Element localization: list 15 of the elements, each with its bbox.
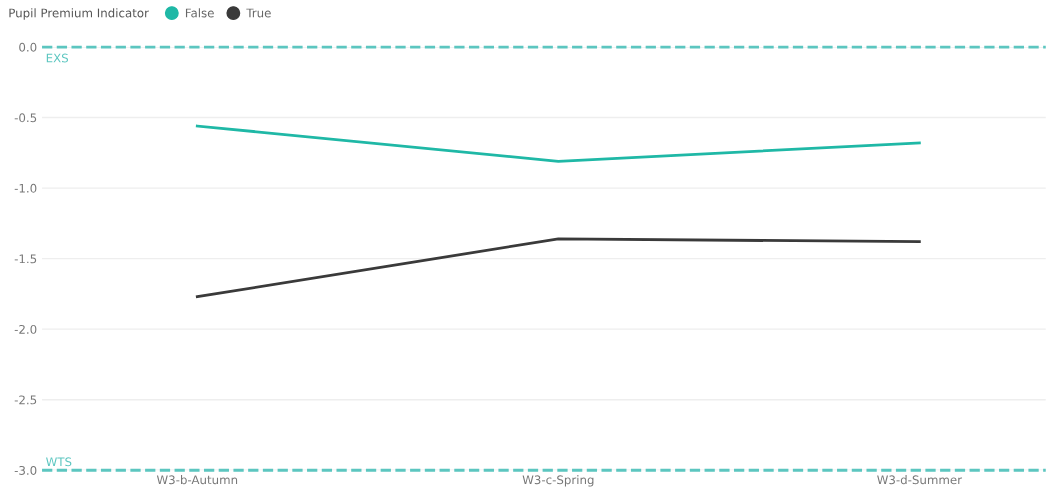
ref-line-label: EXS [46,53,69,63]
legend-title: Pupil Premium Indicator [9,8,149,20]
y-tick-label: 0.0 [19,42,37,52]
legend-label: False [185,8,214,18]
x-tick-label: W3-c-Spring [522,475,594,487]
y-tick-label: -1.5 [14,254,37,264]
ref-line-label: WTS [46,457,72,467]
x-tick-label: W3-d-Summer [877,475,963,485]
y-tick-label: -3.0 [14,465,37,475]
y-tick-label: -1.0 [14,183,37,193]
y-tick-label: -2.5 [14,395,37,405]
y-tick-label: -0.5 [14,113,37,123]
legend-label: True [246,8,271,18]
y-tick-label: -2.0 [14,324,37,334]
x-tick-label: W3-b-Autumn [156,475,238,485]
